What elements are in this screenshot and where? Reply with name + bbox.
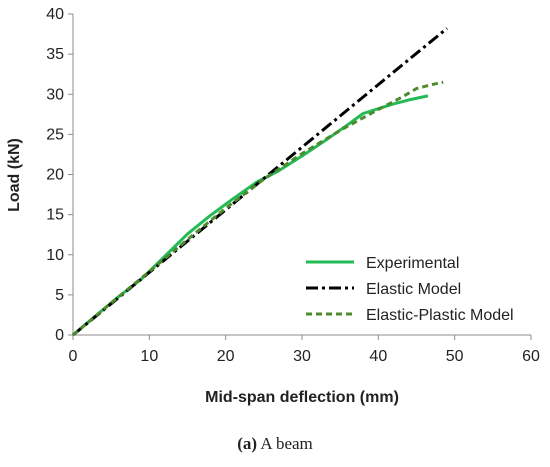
caption-label: (a) — [237, 434, 258, 453]
x-tick-label: 30 — [293, 348, 311, 365]
x-tick-label: 10 — [140, 348, 158, 365]
caption-text: A beam — [260, 434, 313, 453]
y-tick-label: 30 — [46, 86, 64, 103]
x-tick-label: 60 — [522, 348, 540, 365]
series-line-elastic-plastic-model — [72, 80, 444, 337]
chart-ticks: 0 5 10 15 20 25 30 35 40 0 10 20 30 40 50 60 — [46, 6, 540, 365]
legend-label: Elastic-Plastic Model — [366, 307, 514, 324]
series-line-experimental — [72, 94, 429, 337]
chart-plot-area — [72, 27, 448, 337]
chart-axes — [72, 14, 531, 336]
y-tick-label: 15 — [46, 207, 64, 224]
y-tick-label: 5 — [55, 287, 64, 304]
legend-label: Elastic Model — [366, 281, 461, 298]
y-tick-label: 0 — [55, 327, 64, 344]
x-tick-label: 40 — [369, 348, 387, 365]
x-tick-label: 0 — [69, 348, 78, 365]
y-axis-label: Load (kN) — [6, 138, 23, 212]
series-line-elastic-model — [72, 27, 448, 337]
legend-label: Experimental — [366, 255, 459, 272]
y-tick-label: 20 — [46, 167, 64, 184]
y-tick-label: 25 — [46, 126, 64, 143]
chart-legend: Experimental Elastic Model Elastic-Plastic… — [306, 255, 514, 324]
figure-caption: (a) A beam — [0, 434, 550, 454]
x-axis-label: Mid-span deflection (mm) — [205, 389, 399, 406]
y-tick-label: 40 — [46, 6, 64, 23]
x-tick-label: 20 — [217, 348, 235, 365]
x-tick-label: 50 — [446, 348, 464, 365]
y-tick-label: 10 — [46, 247, 64, 264]
y-tick-label: 35 — [46, 46, 64, 63]
